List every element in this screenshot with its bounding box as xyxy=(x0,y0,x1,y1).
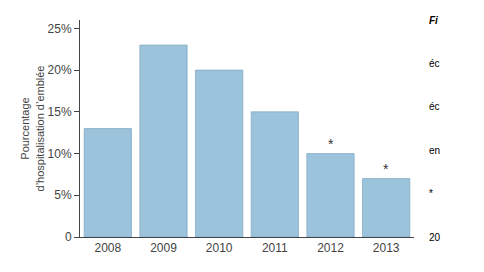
svg-text:*: * xyxy=(328,136,334,152)
svg-text:2011: 2011 xyxy=(262,241,288,255)
svg-text:2013: 2013 xyxy=(373,241,400,255)
svg-text:éc: éc xyxy=(429,58,440,69)
svg-text:5%: 5% xyxy=(54,188,72,202)
svg-text:Fi: Fi xyxy=(429,15,438,26)
svg-text:éc: éc xyxy=(429,101,440,112)
svg-text:20%: 20% xyxy=(48,63,72,77)
svg-text:*: * xyxy=(429,188,433,199)
svg-text:2009: 2009 xyxy=(150,241,177,255)
svg-text:25%: 25% xyxy=(48,22,72,36)
svg-text:20: 20 xyxy=(429,232,441,243)
svg-text:2012: 2012 xyxy=(317,241,344,255)
svg-text:en: en xyxy=(429,145,440,156)
svg-text:10%: 10% xyxy=(48,147,72,161)
svg-text:0: 0 xyxy=(65,230,72,244)
svg-text:2010: 2010 xyxy=(206,241,233,255)
svg-text:Pourcentaged’hospitalisation d: Pourcentaged’hospitalisation d’emblée xyxy=(19,66,45,192)
svg-text:2008: 2008 xyxy=(94,241,121,255)
svg-text:*: * xyxy=(383,161,389,177)
svg-text:15%: 15% xyxy=(48,105,72,119)
